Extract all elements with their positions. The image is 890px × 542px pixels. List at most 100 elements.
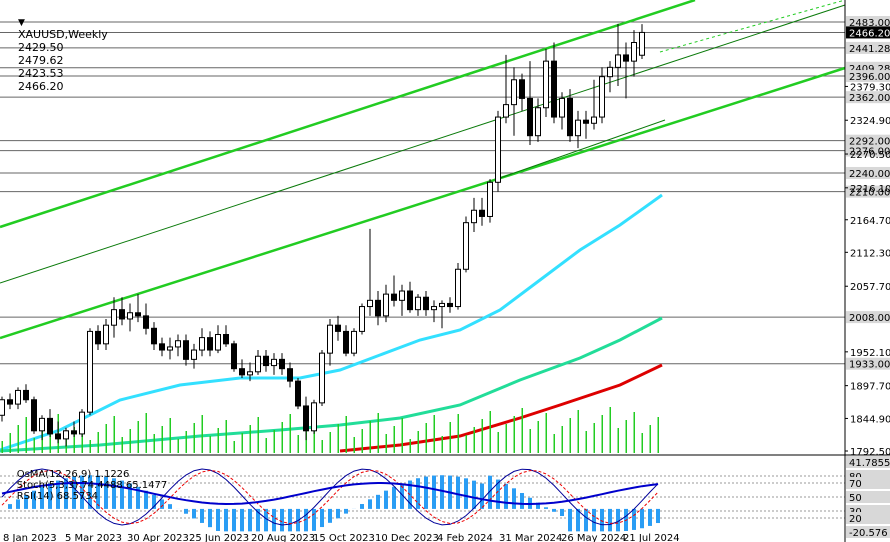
osma-bar [200, 508, 204, 523]
high-value: 2479.62 [18, 54, 64, 67]
volume-bar [409, 439, 411, 453]
rsi-label: RSI(14) 68.5734 [16, 491, 99, 502]
volume-bar [633, 412, 635, 453]
osma-bar [496, 479, 500, 509]
candle-body-bear [407, 290, 413, 311]
candle-body-bull [311, 402, 317, 432]
candle-body-bull [327, 324, 333, 354]
volume-bar [545, 413, 547, 453]
sub-tag-bg [846, 491, 890, 503]
osma-bar [472, 480, 476, 509]
volume-bar [225, 420, 227, 453]
price-tag-label: 2210.00 [849, 188, 890, 199]
stoch-signal-line [1, 469, 659, 525]
volume-bar [529, 429, 531, 453]
volume-bar [217, 428, 219, 453]
sub-tag-bg [846, 456, 890, 468]
volume-bar [489, 411, 491, 453]
sub-tag-label: 41.7855 [849, 458, 890, 469]
open-value: 2429.50 [18, 41, 64, 54]
candle-body-bear [263, 355, 269, 367]
osma-bar [608, 508, 612, 532]
price-tick-label: 2270.50 [850, 150, 890, 161]
candle-body-bull [511, 79, 517, 106]
osma-bar [304, 508, 308, 532]
volume-bar [241, 433, 243, 453]
price-tag-bg [846, 41, 890, 54]
volume-bar [33, 438, 35, 453]
date-label: 4 Feb 2024 [437, 533, 493, 542]
candle-body-bear [159, 343, 165, 351]
volume-bar [657, 417, 659, 453]
price-tag-label: 2008.00 [849, 313, 890, 324]
date-label: 30 Apr 2023 [127, 533, 189, 542]
symbol-header: ▼ XAUUSD,Weekly 2429.50 2479.62 2423.53 … [4, 2, 108, 106]
candle-body-bear [143, 315, 149, 329]
volume-bar [201, 415, 203, 453]
sub-tag-bg [846, 512, 890, 524]
price-tag-label: 2362.00 [849, 93, 890, 104]
osma-bar [136, 486, 140, 509]
candle-body-bear [55, 433, 61, 440]
candle-body-bear [375, 299, 381, 317]
osma-bar [336, 508, 340, 519]
volume-bar [553, 434, 555, 453]
volume-bar [137, 421, 139, 453]
volume-bar [249, 425, 251, 453]
candle-body-bull [543, 60, 549, 109]
candle-body-bull [0, 399, 5, 416]
volume-bar [401, 418, 403, 453]
price-tag-label: 2483.00 [849, 18, 890, 29]
date-label: 5 Mar 2023 [65, 533, 122, 542]
candle-body-bear [239, 368, 245, 376]
volume-bar [97, 432, 99, 453]
candle-body-bull [191, 349, 197, 360]
triangle-down-icon[interactable]: ▼ [18, 18, 25, 28]
volume-bar [425, 423, 427, 453]
osma-bar [192, 508, 196, 519]
price-tag-bg [846, 70, 890, 83]
osma-bar [544, 507, 548, 509]
volume-bar [393, 426, 395, 453]
osma-bar [24, 494, 28, 509]
horizontal-levels [0, 21, 845, 365]
osma-bar [600, 508, 604, 532]
volume-bar [265, 438, 267, 453]
candle-body-bear [119, 309, 125, 320]
osma-bar [280, 508, 284, 532]
osma-bar [32, 490, 36, 509]
sub-tag-bg [846, 477, 890, 489]
osma-bar [288, 508, 292, 532]
volume-bar [121, 437, 123, 453]
osma-label: OsMA(12,26,9) 1.1226 [16, 469, 130, 480]
volume-bar [585, 431, 587, 453]
volume-bar [449, 422, 451, 453]
volume-bar [361, 429, 363, 453]
volume-bar [345, 416, 347, 453]
candle-body-bear [295, 380, 301, 407]
volume-bar [441, 436, 443, 453]
candle-body-bear [527, 97, 533, 137]
osma-bar [640, 508, 644, 529]
candle-body-bear [479, 209, 485, 217]
indicator-header: OsMA(12,26,9) 1.1226 Stoch(5,3,3) 74.448… [4, 458, 168, 513]
osma-bar [64, 478, 68, 509]
volume-bar [329, 432, 331, 453]
candle-body-bear [551, 60, 557, 118]
candle-body-bear [623, 54, 629, 62]
candlesticks [0, 23, 645, 447]
candle-body-bull [63, 430, 69, 440]
channel-upper-line [0, 0, 696, 229]
candle-body-bull [111, 309, 117, 326]
osma-bar [344, 508, 348, 514]
candle-body-bull [463, 222, 469, 270]
volume-bar [649, 425, 651, 453]
candle-body-bull [415, 296, 421, 311]
sub-tag-label: 20 [849, 514, 862, 525]
candle-body-bear [567, 97, 573, 137]
price-tag-label: 2396.00 [849, 72, 890, 83]
osma-bar [392, 486, 396, 509]
volume-bar [9, 433, 11, 453]
